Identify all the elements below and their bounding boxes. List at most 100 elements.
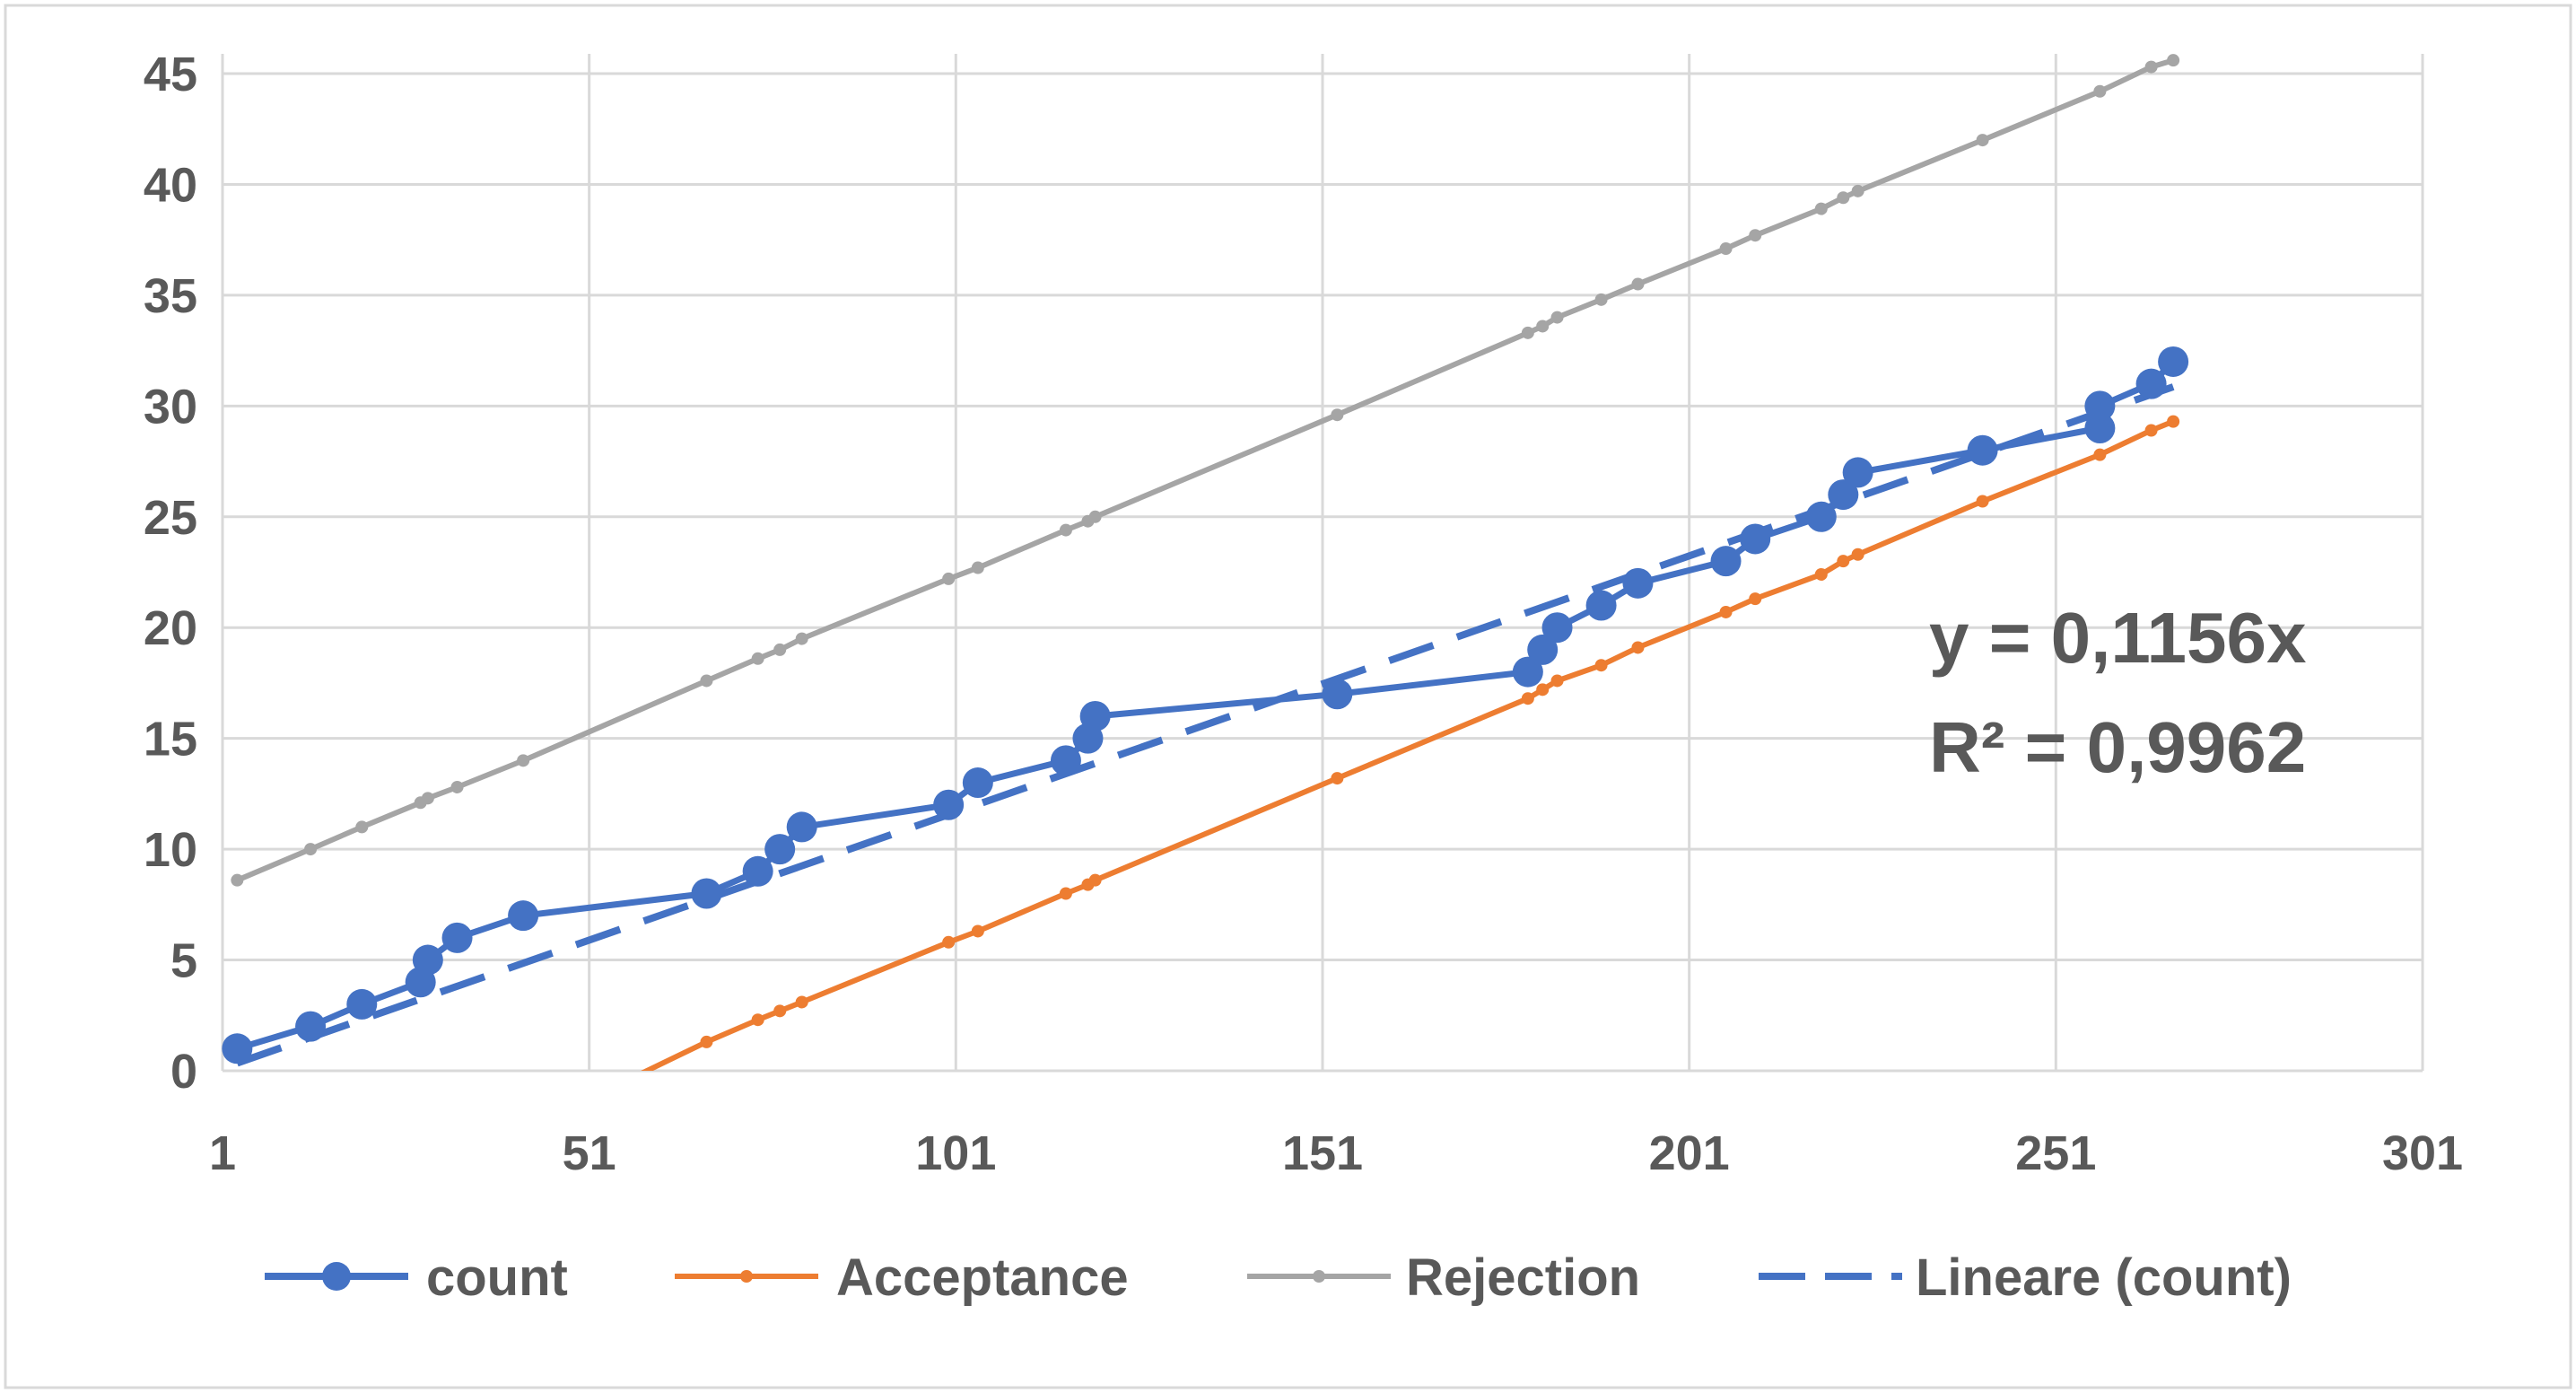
point-acceptance-1	[700, 1035, 713, 1048]
point-rejection-4	[421, 792, 434, 805]
point-rejection-6	[517, 754, 530, 767]
point-acceptance-12	[1536, 683, 1550, 696]
point-acceptance-18	[1814, 567, 1828, 581]
point-count-6	[508, 900, 539, 932]
point-count-23	[1740, 523, 1771, 555]
point-count-16	[1322, 679, 1353, 710]
point-count-30	[2135, 368, 2167, 399]
x-tick-label-301: 301	[2382, 1126, 2463, 1180]
point-count-31	[2158, 346, 2189, 377]
point-acceptance-10	[1331, 772, 1344, 785]
point-count-2	[346, 988, 378, 1020]
point-acceptance-20	[1851, 548, 1864, 561]
point-rejection-28	[2093, 84, 2107, 98]
point-acceptance-16	[1719, 605, 1733, 618]
y-tick-label-0: 0	[170, 1045, 197, 1099]
plot-series	[222, 54, 2189, 1071]
point-rejection-25	[1837, 191, 1850, 205]
point-rejection-13	[1059, 523, 1072, 537]
legend-label-rejection: Rejection	[1406, 1248, 1640, 1307]
point-count-11	[933, 789, 965, 820]
point-count-24	[1805, 501, 1837, 532]
y-tick-label-25: 25	[144, 491, 197, 545]
y-tick-label-10: 10	[144, 823, 197, 877]
point-count-5	[441, 922, 473, 953]
point-rejection-8	[751, 652, 764, 665]
legend-item-trendline: Lineare (count)	[1759, 1248, 2292, 1307]
x-tick-label-151: 151	[1282, 1126, 1363, 1180]
legend-marker-count	[322, 1262, 351, 1291]
point-count-27	[1967, 434, 1998, 466]
x-tick-label-251: 251	[2015, 1126, 2096, 1180]
series-rejection	[231, 54, 2180, 887]
trendline-equation: y = 0,1156x R² = 0,9962	[1929, 598, 2306, 787]
point-rejection-5	[450, 780, 464, 793]
legend-marker-acceptance	[740, 1270, 753, 1283]
point-count-4	[412, 944, 443, 976]
point-acceptance-24	[2167, 415, 2180, 428]
point-rejection-24	[1814, 202, 1828, 215]
point-rejection-1	[304, 843, 318, 856]
point-acceptance-6	[971, 924, 984, 938]
legend-label-trendline: Lineare (count)	[1916, 1248, 2292, 1307]
point-rejection-2	[355, 820, 369, 834]
point-rejection-9	[773, 643, 787, 656]
point-rejection-27	[1976, 134, 1989, 147]
point-rejection-15	[1088, 510, 1102, 523]
point-count-1	[295, 1011, 327, 1042]
point-acceptance-4	[795, 995, 808, 1009]
y-tick-label-30: 30	[144, 380, 197, 434]
point-acceptance-2	[751, 1013, 764, 1027]
point-count-22	[1710, 546, 1742, 577]
point-acceptance-5	[942, 935, 956, 949]
point-count-7	[691, 878, 722, 909]
x-tick-label-201: 201	[1649, 1126, 1730, 1180]
point-rejection-20	[1594, 293, 1608, 306]
point-rejection-29	[2144, 60, 2158, 74]
point-rejection-0	[231, 873, 244, 887]
x-tick-label-101: 101	[915, 1126, 996, 1180]
point-rejection-11	[942, 572, 956, 585]
point-acceptance-9	[1088, 873, 1102, 887]
x-tick-label-1: 1	[209, 1126, 236, 1180]
x-tick-label-51: 51	[563, 1126, 616, 1180]
point-acceptance-15	[1631, 641, 1645, 654]
point-count-29	[2084, 390, 2116, 422]
gridlines	[221, 54, 2424, 1071]
point-rejection-16	[1331, 408, 1344, 422]
point-count-17	[1512, 656, 1543, 688]
y-tick-label-20: 20	[144, 601, 197, 655]
point-count-28	[2084, 413, 2116, 444]
series-acceptance	[641, 415, 2180, 1071]
point-acceptance-17	[1749, 592, 1762, 606]
point-rejection-17	[1521, 326, 1534, 339]
y-tick-label-35: 35	[144, 269, 197, 323]
point-acceptance-11	[1521, 692, 1534, 705]
point-rejection-30	[2167, 54, 2180, 67]
trendline-count	[236, 383, 2175, 1067]
point-count-25	[1828, 479, 1859, 511]
point-rejection-26	[1851, 184, 1864, 197]
point-rejection-18	[1536, 320, 1550, 333]
point-count-21	[1622, 567, 1654, 599]
point-count-12	[962, 767, 993, 799]
legend-item-count: count	[265, 1248, 568, 1307]
point-rejection-19	[1550, 311, 1564, 324]
point-acceptance-14	[1594, 659, 1608, 672]
point-count-8	[742, 855, 773, 887]
point-count-18	[1527, 634, 1559, 665]
point-count-10	[786, 811, 817, 843]
series-count	[222, 346, 2189, 1064]
point-rejection-21	[1631, 277, 1645, 291]
legend-marker-rejection	[1313, 1270, 1325, 1283]
point-acceptance-19	[1837, 555, 1850, 568]
legend-label-count: count	[426, 1248, 568, 1307]
point-rejection-22	[1719, 242, 1733, 256]
r-squared-label: R² = 0,9962	[1929, 707, 2306, 787]
point-count-0	[222, 1033, 253, 1064]
point-count-20	[1585, 590, 1617, 621]
point-count-26	[1842, 457, 1873, 488]
point-count-9	[764, 834, 796, 865]
